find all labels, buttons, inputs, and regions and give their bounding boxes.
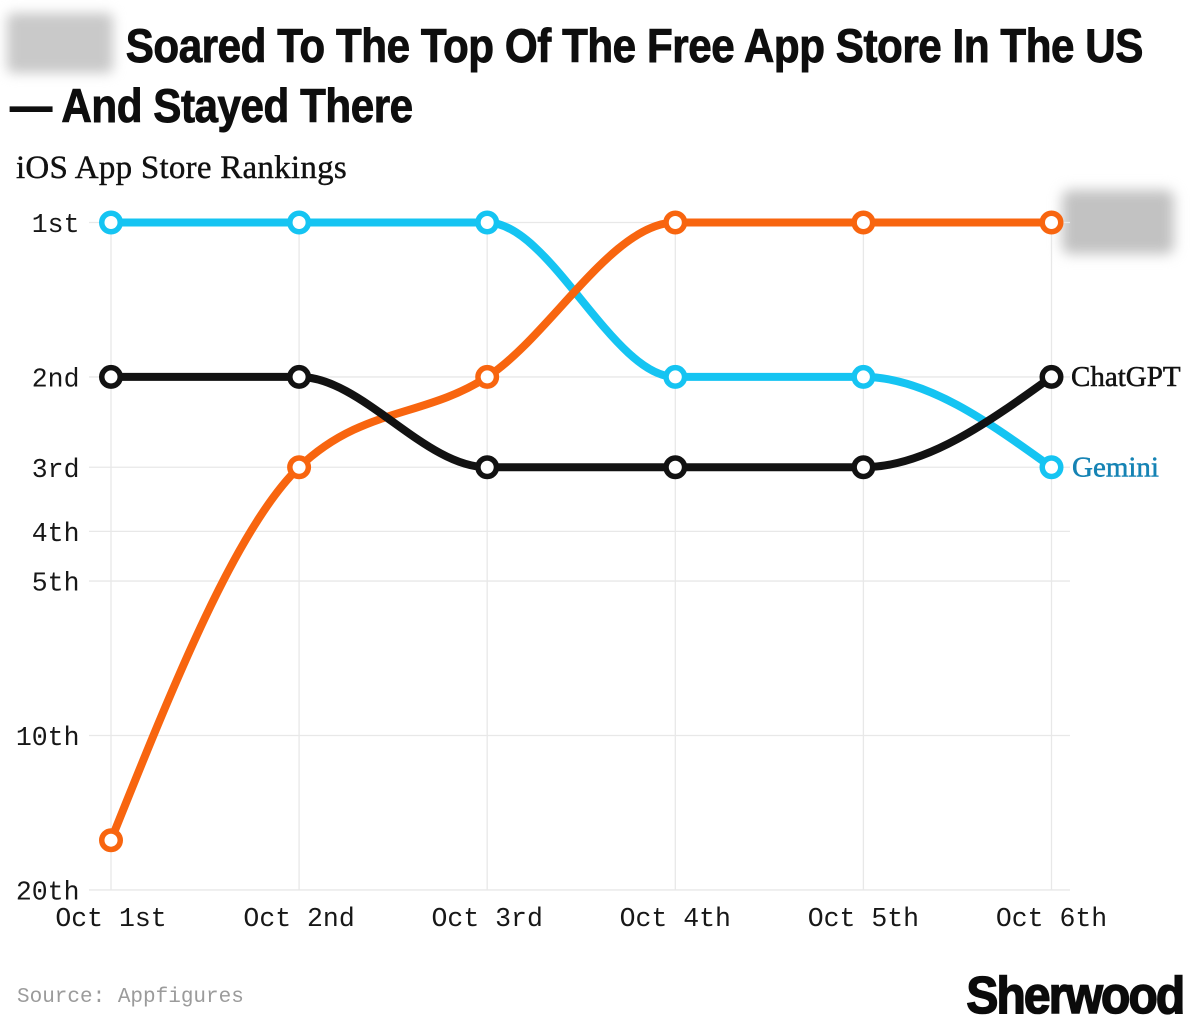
- svg-text:20th: 20th: [16, 877, 80, 907]
- svg-text:Oct 2nd: Oct 2nd: [243, 904, 354, 934]
- svg-text:5th: 5th: [32, 569, 80, 599]
- svg-text:10th: 10th: [16, 723, 80, 753]
- svg-text:ChatGPT: ChatGPT: [1071, 361, 1181, 393]
- svg-text:Oct 5th: Oct 5th: [808, 904, 919, 934]
- svg-text:Gemini: Gemini: [1072, 452, 1159, 484]
- svg-text:Oct 4th: Oct 4th: [620, 904, 731, 934]
- svg-text:Oct 3rd: Oct 3rd: [432, 904, 543, 934]
- svg-text:2nd: 2nd: [32, 364, 80, 394]
- svg-text:1st: 1st: [32, 210, 80, 240]
- svg-text:3rd: 3rd: [32, 455, 80, 485]
- svg-text:Oct 1st: Oct 1st: [55, 904, 166, 934]
- svg-text:4th: 4th: [32, 519, 80, 549]
- svg-text:Oct 6th: Oct 6th: [996, 904, 1107, 934]
